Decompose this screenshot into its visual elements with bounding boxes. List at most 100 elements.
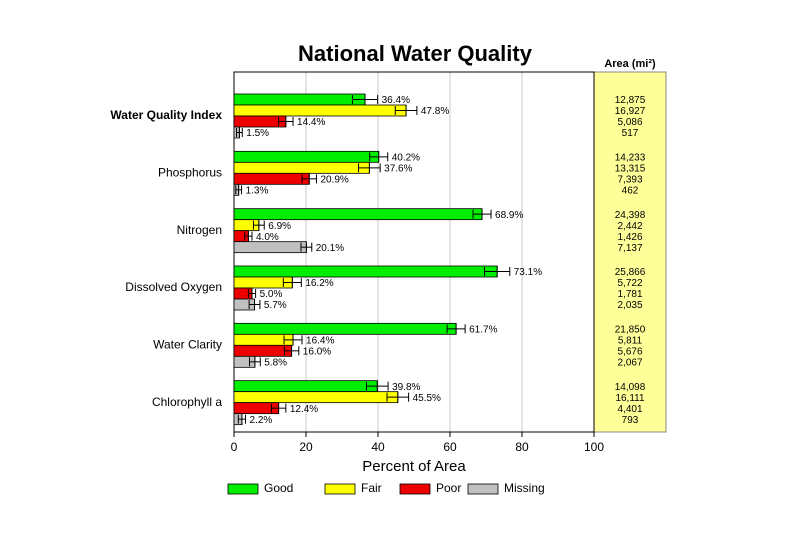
legend-label: Good [264,481,293,495]
value-label: 37.6% [384,163,412,174]
error-bar [446,324,466,334]
value-label: 40.2% [392,152,420,163]
value-label: 68.9% [495,210,523,221]
area-value: 12,875 [615,95,646,106]
area-value: 7,393 [617,174,642,185]
bar [233,344,292,357]
error-bar [386,392,410,402]
value-label: 1.5% [246,128,269,139]
value-label: 16.0% [303,346,331,357]
error-bar [300,242,313,252]
bar [233,104,407,117]
error-bar [472,209,492,219]
value-label: 16.2% [305,278,333,289]
value-label: 73.1% [514,267,542,278]
x-tick-label: 40 [371,440,385,454]
value-label: 12.4% [290,404,318,415]
error-bar [283,346,300,356]
area-value: 517 [622,128,639,139]
value-label: 1.3% [246,185,269,196]
legend-swatch [324,483,356,495]
legend-label: Fair [361,481,382,495]
area-value: 4,401 [617,404,642,415]
value-label: 20.9% [320,174,348,185]
value-label: 20.1% [316,243,344,254]
error-bar [278,117,294,126]
error-bar [484,267,511,276]
error-bar [365,381,389,391]
value-label: 61.7% [469,324,497,335]
value-label: 36.4% [382,95,410,106]
legend-label: Poor [436,481,461,495]
error-bar [283,335,303,345]
legend-swatch [399,483,431,495]
area-value: 5,722 [617,278,642,289]
bar [233,93,366,106]
category-label: Water Quality Index [110,108,222,122]
category-label: Water Clarity [153,338,222,352]
area-value: 5,086 [617,117,642,128]
x-tick-label: 100 [584,440,604,454]
error-bar [358,163,381,173]
value-label: 4.0% [256,232,279,243]
error-bar [270,403,287,413]
x-tick-label: 20 [299,440,313,454]
area-value: 2,442 [617,221,642,232]
error-bar [394,106,418,115]
error-bar [369,152,389,162]
area-value: 5,811 [618,335,643,346]
value-label: 5.7% [264,300,287,311]
x-tick-label: 0 [231,440,238,454]
legend-swatch [227,483,259,495]
area-value: 16,111 [615,393,645,404]
area-value: 21,850 [615,324,646,335]
error-bar [248,300,261,309]
bar [233,391,399,404]
error-bar [351,95,379,104]
value-label: 2.2% [250,415,273,426]
bar [233,380,378,393]
area-value: 1,781 [617,289,642,300]
area-header: Area (mi²) [604,58,656,70]
area-value: 24,398 [615,210,646,221]
bar [233,161,370,174]
value-label: 14.4% [297,117,325,128]
bar [233,241,307,254]
value-label: 5.0% [260,289,283,300]
area-column [593,71,667,433]
error-bar [244,231,253,241]
area-value: 13,315 [615,163,646,174]
value-label: 6.9% [268,221,291,232]
area-value: 25,866 [615,267,646,278]
bar [233,150,380,163]
area-value: 16,927 [615,106,646,117]
error-bar [248,357,261,367]
area-value: 14,233 [615,152,646,163]
area-value: 793 [622,415,639,426]
error-bar [301,174,317,184]
error-bar [235,185,243,195]
x-tick-label: 80 [515,440,529,454]
area-value: 5,676 [617,346,642,357]
value-label: 5.8% [264,357,287,368]
category-label: Nitrogen [177,223,222,237]
area-value: 2,035 [617,300,642,311]
chart-title: National Water Quality [298,41,533,66]
x-tick-label: 60 [443,440,457,454]
error-bar [252,220,265,230]
bar [233,208,483,221]
bar [233,172,310,185]
error-bar [237,414,247,424]
legend-swatch [467,483,499,495]
category-label: Chlorophyll a [152,395,222,409]
value-label: 39.8% [392,382,420,393]
error-bar [282,278,302,287]
area-value: 14,098 [615,382,646,393]
bar [233,322,457,335]
area-value: 7,137 [617,243,642,254]
bar [233,115,287,128]
legend-label: Missing [504,481,545,495]
error-bar [236,128,243,137]
value-label: 47.8% [421,106,449,117]
